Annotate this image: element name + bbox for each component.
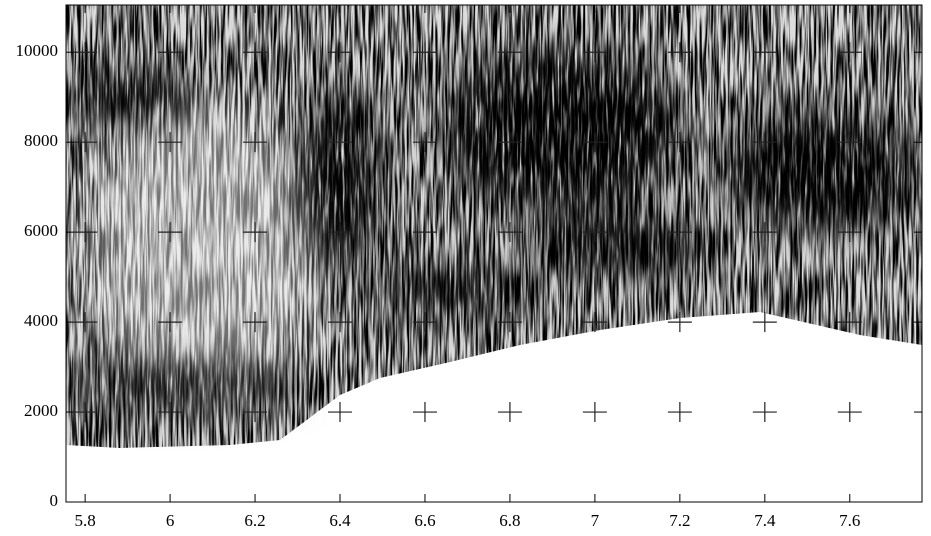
grid-cross: [73, 42, 98, 63]
x-tick-label: 7: [591, 511, 600, 530]
grid-cross: [582, 312, 607, 333]
grid-cross: [243, 132, 268, 153]
grid-cross: [73, 132, 98, 153]
grid-cross: [752, 222, 777, 243]
x-tick-label: 6: [166, 511, 175, 530]
grid-cross: [497, 402, 522, 423]
grid-cross: [667, 42, 692, 63]
grid-cross: [837, 402, 862, 423]
grid-cross: [412, 42, 437, 63]
y-tick-label: 4000: [24, 311, 58, 330]
grid-cross: [497, 222, 522, 243]
grid-cross: [328, 222, 353, 243]
grid-cross: [243, 402, 268, 423]
grid-cross: [497, 42, 522, 63]
x-tick-label: 6.4: [329, 511, 351, 530]
grid-cross: [158, 132, 183, 153]
grid-cross: [497, 312, 522, 333]
y-tick-label: 10000: [16, 41, 59, 60]
y-tick-label: 6000: [24, 221, 58, 240]
grid-cross: [582, 222, 607, 243]
grid-cross: [837, 132, 862, 153]
grid-cross: [243, 222, 268, 243]
grid-cross: [328, 402, 353, 423]
grid-cross: [497, 132, 522, 153]
grid-cross: [158, 42, 183, 63]
x-tick-label: 7.2: [669, 511, 690, 530]
x-tick-label: 5.8: [74, 511, 95, 530]
x-tick-label: 6.2: [244, 511, 265, 530]
plot-frame: [65, 4, 923, 503]
grid-cross: [582, 132, 607, 153]
grid-cross: [328, 132, 353, 153]
grid-cross: [243, 42, 268, 63]
x-tick-label: 6.6: [414, 511, 435, 530]
y-tick-label: 2000: [24, 401, 58, 420]
grid-cross: [243, 312, 268, 333]
y-tick-label: 0: [50, 491, 59, 510]
grid-cross: [752, 132, 777, 153]
grid-cross: [412, 222, 437, 243]
grid-cross: [73, 312, 98, 333]
grid-cross: [328, 42, 353, 63]
grid-cross: [158, 312, 183, 333]
grid-cross: [582, 42, 607, 63]
grid-cross: [667, 132, 692, 153]
grid-cross: [667, 312, 692, 333]
grid-cross: [158, 402, 183, 423]
grid-cross: [328, 312, 353, 333]
grid-cross: [73, 402, 98, 423]
grid-cross: [412, 402, 437, 423]
grid-cross: [412, 312, 437, 333]
grid-cross: [73, 222, 98, 243]
x-tick-label: 6.8: [499, 511, 520, 530]
grid-cross: [582, 402, 607, 423]
grid-cross: [837, 42, 862, 63]
grid-cross: [837, 222, 862, 243]
grid-cross: [667, 402, 692, 423]
y-tick-label: 8000: [24, 131, 58, 150]
grid-cross: [667, 222, 692, 243]
spectrogram-image: [66, 5, 922, 448]
x-tick-label: 7.4: [754, 511, 776, 530]
grid-cross: [837, 312, 862, 333]
grid-cross: [752, 402, 777, 423]
grid-cross: [158, 222, 183, 243]
grid-cross: [412, 132, 437, 153]
grid-cross: [752, 312, 777, 333]
grid-cross: [752, 42, 777, 63]
x-tick-label: 7.6: [839, 511, 860, 530]
